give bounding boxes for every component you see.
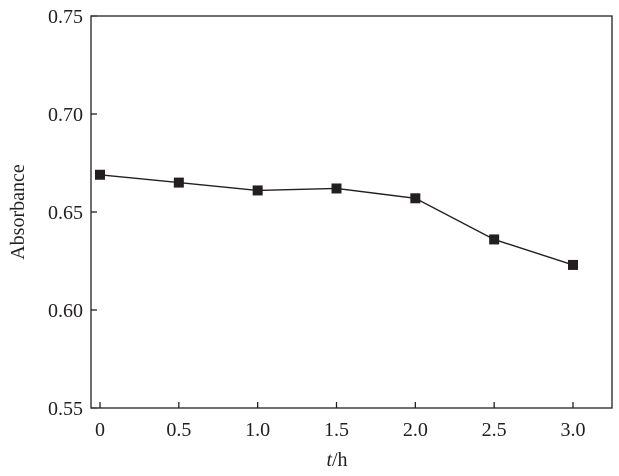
y-tick-label: 0.60 [48,300,83,322]
y-tick-label: 0.70 [48,104,83,126]
y-tick-label: 0.75 [48,6,83,28]
y-axis-title: Absorbance [7,164,29,260]
x-tick-label: 1.5 [324,419,349,441]
data-point-marker [410,193,421,204]
data-point-marker [173,177,184,188]
x-tick-label: 2.5 [482,419,507,441]
series-layer [95,169,578,270]
x-tick-label: 0.5 [166,419,191,441]
y-tick-label: 0.65 [48,202,83,224]
y-axis: 0.55 0.60 0.65 0.70 0.75 [48,6,97,420]
x-tick-label: 3.0 [561,419,586,441]
plot-frame [90,15,613,409]
y-tick-label: 0.55 [48,398,83,420]
data-point-marker [489,234,500,245]
x-tick-label: 2.0 [403,419,428,441]
x-axis: 0 0.5 1.0 1.5 2.0 2.5 3.0 [95,402,586,441]
x-tick-label: 1.0 [245,419,270,441]
plot-area-border [90,15,613,409]
x-tick-label: 0 [95,419,105,441]
data-point-marker [95,169,105,180]
x-axis-title: t/h [326,449,347,471]
data-point-marker [568,259,578,270]
data-point-marker [252,185,263,196]
x-axis-title-unit: /h [332,449,348,471]
x-axis-title-variable: t [326,449,332,471]
data-point-marker [331,183,342,194]
